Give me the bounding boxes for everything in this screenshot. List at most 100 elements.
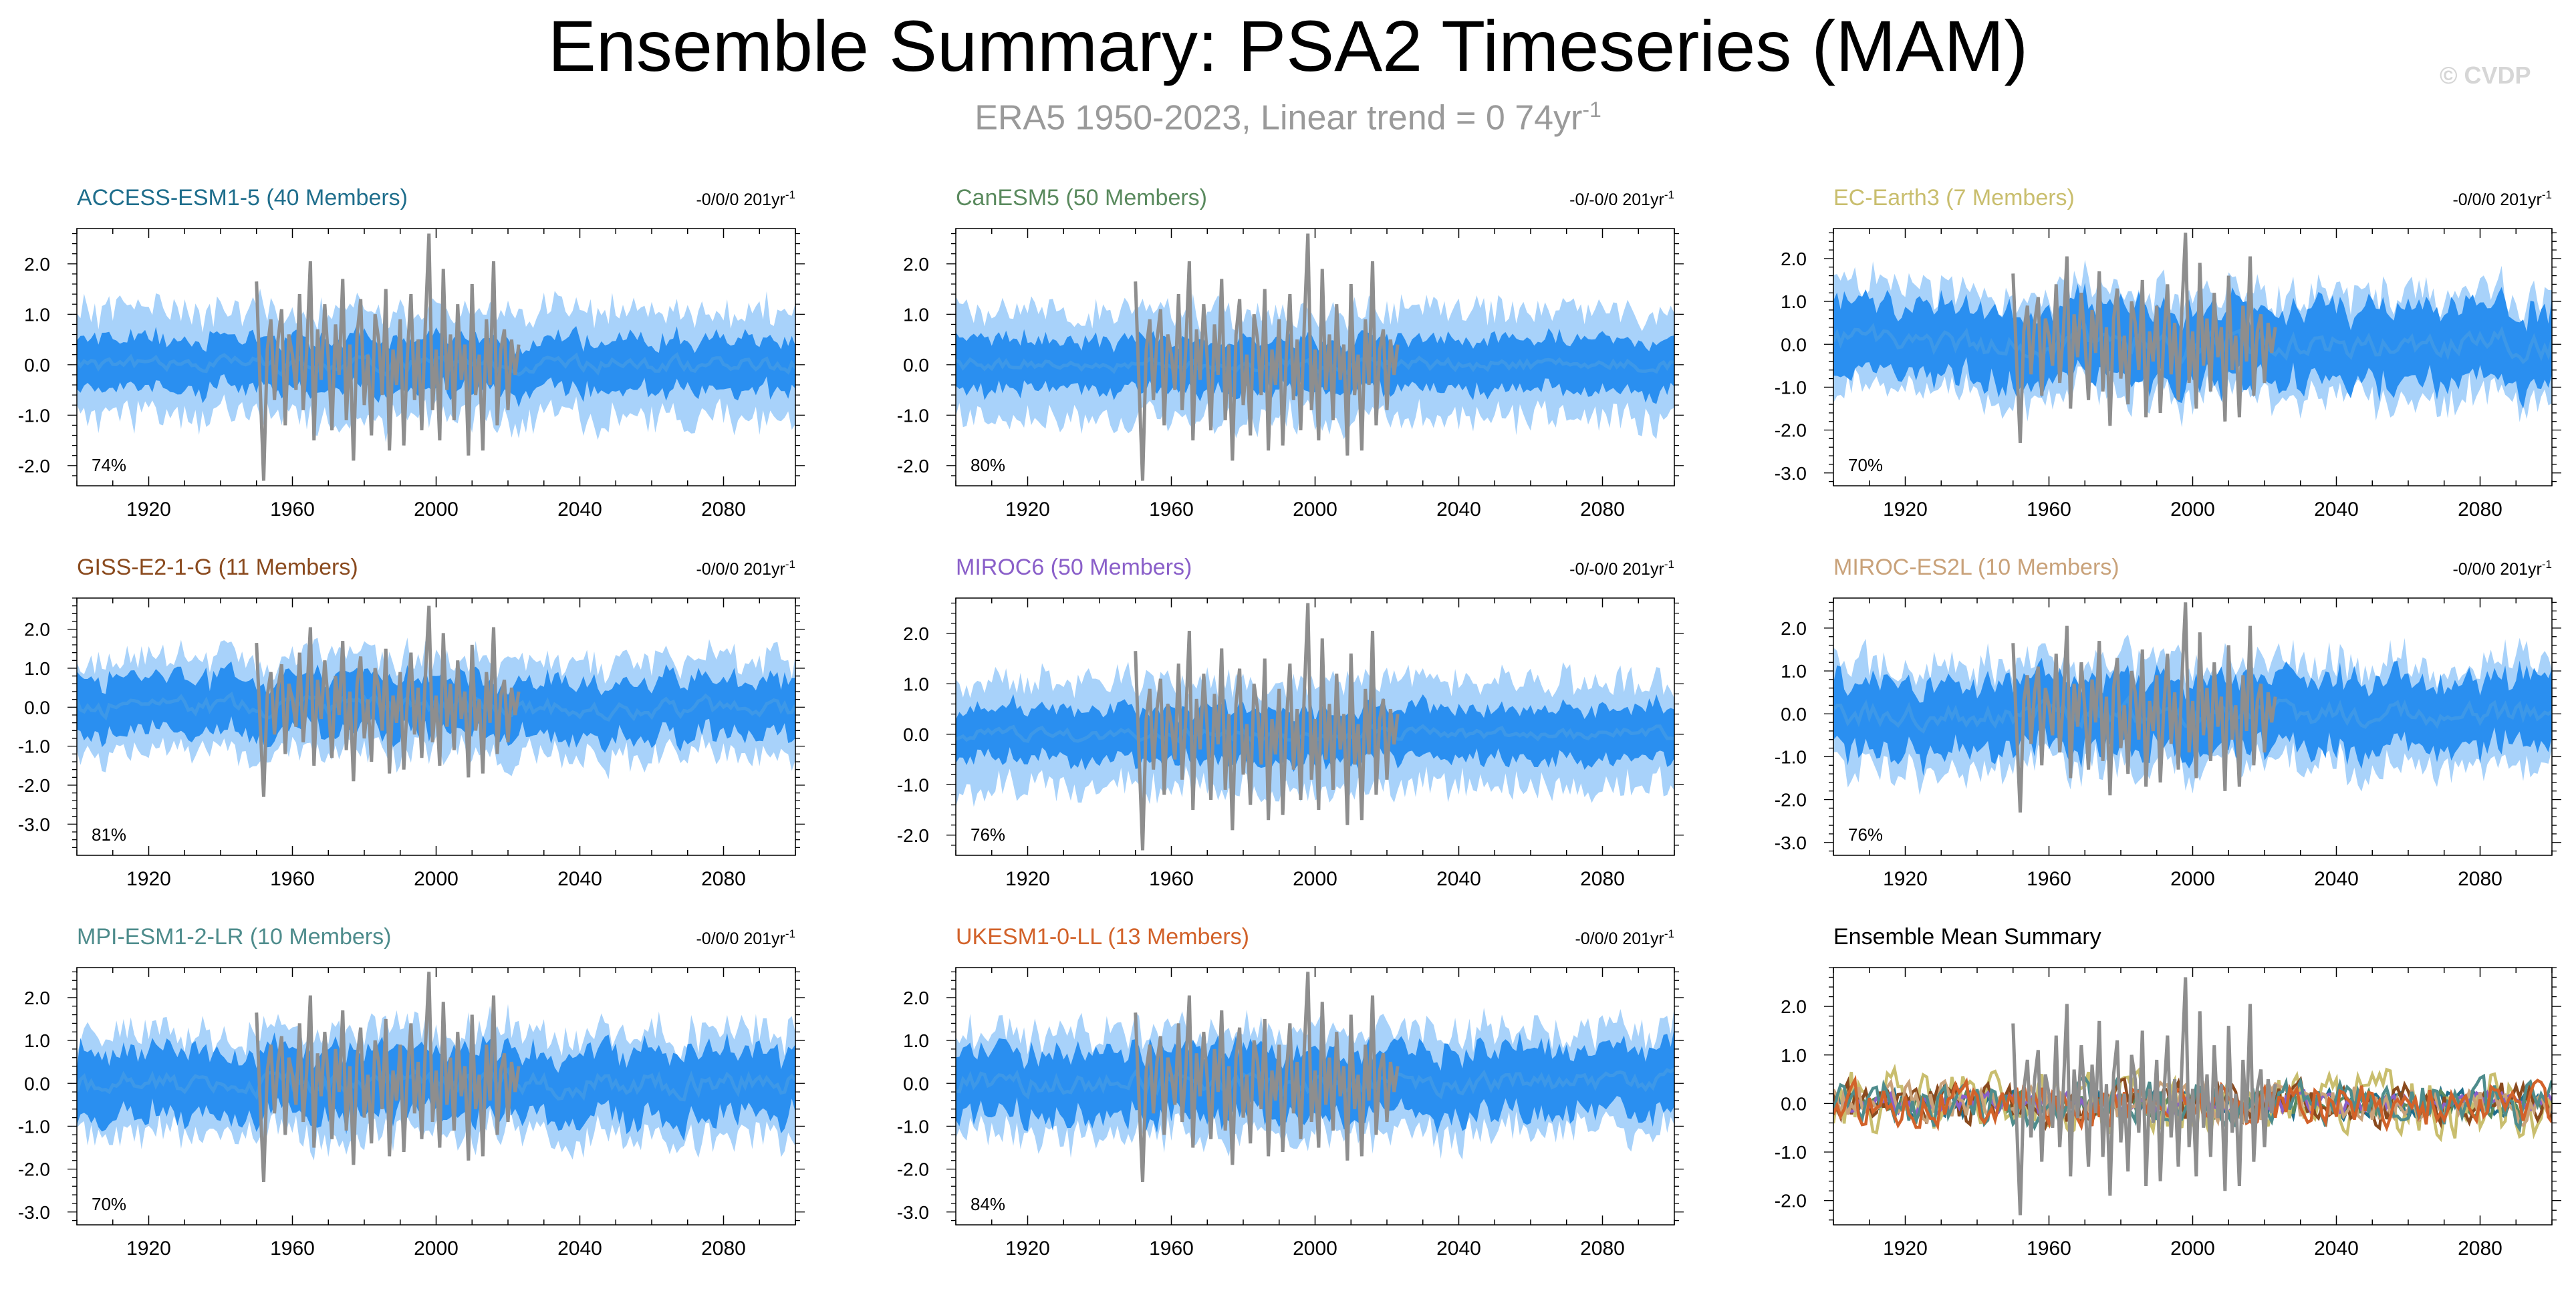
panel-trend-label: -0/0/0 201yr-1 xyxy=(696,188,795,209)
y-tick-label: -3.0 xyxy=(18,1202,50,1223)
x-tick-label: 1960 xyxy=(270,1238,315,1260)
x-tick-label: 2000 xyxy=(414,868,459,890)
y-tick-label: -3.0 xyxy=(1775,463,1807,484)
x-tick-label: 2000 xyxy=(414,498,459,521)
y-tick-label: 1.0 xyxy=(903,304,929,325)
y-tick-label: 1.0 xyxy=(903,1030,929,1051)
panel-title: EC-Earth3 (7 Members) xyxy=(1833,185,2075,210)
chart-panel-1: ACCESS-ESM1-5 (40 Members) -0/0/0 201yr-1… xyxy=(18,185,805,521)
observed-line xyxy=(255,605,521,797)
x-tick-label: 2000 xyxy=(2170,1238,2215,1260)
y-tick-label: 1.0 xyxy=(1781,661,1807,682)
panel-title: CanESM5 (50 Members) xyxy=(956,185,1207,210)
x-tick-label: 1920 xyxy=(1005,498,1050,521)
x-tick-label: 2000 xyxy=(1293,498,1337,521)
x-tick-label: 2080 xyxy=(2458,1238,2502,1260)
observed-line xyxy=(2011,602,2277,813)
y-tick-label: 0.0 xyxy=(24,355,50,376)
chart-panel-4: GISS-E2-1-G (11 Members) -0/0/0 201yr-1 81… xyxy=(18,555,805,890)
y-tick-label: 0.0 xyxy=(1781,704,1807,724)
x-tick-label: 2080 xyxy=(1580,868,1625,890)
observed-line xyxy=(255,233,521,481)
plot-area xyxy=(1833,602,2552,813)
x-tick-label: 1960 xyxy=(1149,868,1194,890)
plot-area xyxy=(956,603,1674,851)
percentile-label: 76% xyxy=(1848,825,1883,845)
x-tick-label: 2080 xyxy=(1580,1238,1625,1260)
x-tick-label: 1920 xyxy=(126,868,171,890)
chart-panel-6: MIROC-ES2L (10 Members) -0/0/0 201yr-1 76%… xyxy=(1775,555,2561,890)
y-tick-label: -1.0 xyxy=(897,774,929,795)
plot-area xyxy=(77,972,795,1182)
chart-panel-7: MPI-ESM1-2-LR (10 Members) -0/0/0 201yr-1… xyxy=(18,924,805,1260)
x-tick-label: 2040 xyxy=(1436,498,1481,521)
observed-line xyxy=(1134,972,1400,1182)
percentile-label: 84% xyxy=(971,1194,1005,1214)
y-tick-label: -2.0 xyxy=(18,1159,50,1180)
panel-trend-label: -0/0/0 201yr-1 xyxy=(1575,927,1674,948)
y-tick-label: -1.0 xyxy=(1775,746,1807,767)
panel-title: GISS-E2-1-G (11 Members) xyxy=(77,555,358,580)
y-tick-label: 2.0 xyxy=(1781,249,1807,269)
y-tick-label: 1.0 xyxy=(24,1030,50,1051)
y-tick-label: -3.0 xyxy=(897,1202,929,1223)
y-tick-label: -1.0 xyxy=(18,1116,50,1137)
panel-trend-label: -0/0/0 201yr-1 xyxy=(2452,558,2552,579)
y-tick-label: 2.0 xyxy=(1781,996,1807,1017)
y-tick-label: -3.0 xyxy=(1775,833,1807,853)
page-subtitle: ERA5 1950-2023, Linear trend = 0 74yr-1 xyxy=(0,98,2576,138)
chart-panel-8: UKESM1-0-LL (13 Members) -0/0/0 201yr-1 84… xyxy=(897,924,1684,1260)
x-tick-label: 1920 xyxy=(1005,868,1050,890)
panel-title: MIROC-ES2L (10 Members) xyxy=(1833,555,2119,580)
x-tick-label: 2040 xyxy=(1436,1238,1481,1260)
y-tick-label: 1.0 xyxy=(1781,291,1807,312)
panel-trend-label: -0/-0/0 201yr-1 xyxy=(1569,558,1674,579)
y-tick-label: -2.0 xyxy=(18,456,50,476)
x-tick-label: 1960 xyxy=(1149,498,1194,521)
x-tick-label: 1920 xyxy=(1883,868,1928,890)
y-tick-label: 1.0 xyxy=(24,304,50,325)
percentile-label: 76% xyxy=(971,825,1005,845)
observed-line xyxy=(2011,233,2277,443)
y-tick-label: -2.0 xyxy=(1775,1191,1807,1211)
y-tick-label: 0.0 xyxy=(24,697,50,718)
x-tick-label: 1960 xyxy=(1149,1238,1194,1260)
x-tick-label: 1920 xyxy=(126,498,171,521)
x-tick-label: 2000 xyxy=(1293,868,1337,890)
x-tick-label: 2080 xyxy=(701,1238,746,1260)
y-tick-label: -3.0 xyxy=(18,814,50,835)
y-tick-label: 2.0 xyxy=(903,623,929,644)
copyright-watermark: © CVDP xyxy=(2440,61,2531,89)
x-tick-label: 1920 xyxy=(1883,1238,1928,1260)
y-tick-label: 2.0 xyxy=(903,254,929,275)
percentile-label: 81% xyxy=(92,825,126,845)
y-tick-label: 1.0 xyxy=(903,674,929,694)
x-tick-label: 2080 xyxy=(1580,498,1625,521)
observed-line xyxy=(2011,977,2277,1215)
plot-area xyxy=(1833,977,2552,1215)
chart-panel-9: Ensemble Mean Summary 1920 1960 2000 2040 208… xyxy=(1775,924,2561,1260)
plot-area xyxy=(77,233,795,481)
percentile-label: 70% xyxy=(92,1194,126,1214)
y-tick-label: 0.0 xyxy=(1781,334,1807,355)
y-tick-label: 2.0 xyxy=(903,988,929,1008)
x-tick-label: 1960 xyxy=(2027,1238,2071,1260)
x-tick-label: 1920 xyxy=(1005,1238,1050,1260)
plot-area xyxy=(77,605,795,797)
x-tick-label: 2080 xyxy=(2458,868,2502,890)
percentile-label: 74% xyxy=(92,455,126,475)
y-tick-label: -1.0 xyxy=(897,1116,929,1137)
y-tick-label: 1.0 xyxy=(24,658,50,679)
panel-trend-label: -0/0/0 201yr-1 xyxy=(2452,188,2552,209)
y-tick-label: -2.0 xyxy=(897,1159,929,1180)
plot-area xyxy=(956,233,1674,481)
x-tick-label: 2040 xyxy=(2314,868,2359,890)
page-title: Ensemble Summary: PSA2 Timeseries (MAM) xyxy=(547,5,2029,86)
observed-line xyxy=(1134,233,1400,481)
x-tick-label: 2040 xyxy=(2314,1238,2359,1260)
y-tick-label: 2.0 xyxy=(1781,618,1807,639)
x-tick-label: 2000 xyxy=(414,1238,459,1260)
y-tick-label: 2.0 xyxy=(24,988,50,1008)
x-tick-label: 2040 xyxy=(557,1238,602,1260)
y-tick-label: 2.0 xyxy=(24,254,50,275)
